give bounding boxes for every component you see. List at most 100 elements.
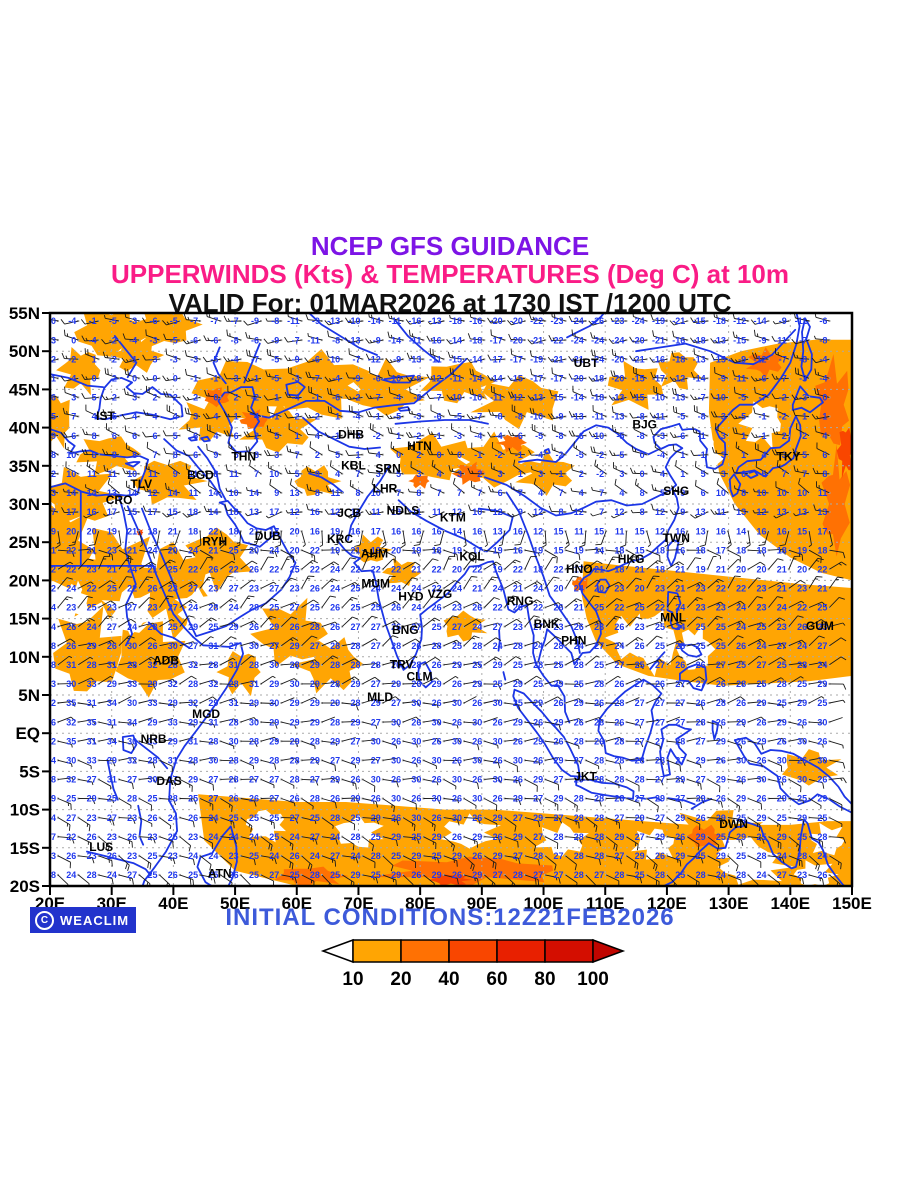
svg-text:-3: -3 <box>231 374 239 384</box>
svg-text:21: 21 <box>168 526 178 536</box>
svg-text:30: 30 <box>472 756 482 766</box>
svg-text:1: 1 <box>802 412 807 422</box>
svg-text:-15: -15 <box>632 374 645 384</box>
station-label: HKG <box>618 552 645 566</box>
svg-text:27: 27 <box>107 813 117 823</box>
svg-text:16: 16 <box>716 526 726 536</box>
svg-text:31: 31 <box>229 660 239 670</box>
svg-text:21: 21 <box>777 584 787 594</box>
svg-text:26: 26 <box>411 756 421 766</box>
svg-text:28: 28 <box>168 660 178 670</box>
svg-text:28: 28 <box>716 698 726 708</box>
svg-text:23: 23 <box>513 622 523 632</box>
svg-text:28: 28 <box>574 851 584 861</box>
svg-text:21: 21 <box>127 526 137 536</box>
svg-text:5: 5 <box>51 412 56 422</box>
station-label: JCB <box>337 506 361 520</box>
station-label: LHR <box>373 482 398 496</box>
svg-text:26: 26 <box>716 756 726 766</box>
lat-tick-label: 5N <box>18 686 40 705</box>
svg-text:-13: -13 <box>347 335 360 345</box>
svg-text:8: 8 <box>92 431 97 441</box>
svg-text:24: 24 <box>249 832 259 842</box>
svg-text:17: 17 <box>716 545 726 555</box>
svg-text:10: 10 <box>66 469 76 479</box>
svg-text:5: 5 <box>295 469 300 479</box>
svg-text:-14: -14 <box>753 316 766 326</box>
svg-text:26: 26 <box>553 736 563 746</box>
svg-text:28: 28 <box>188 679 198 689</box>
svg-text:18: 18 <box>777 545 787 555</box>
station-label: MUM <box>361 576 390 590</box>
svg-text:26: 26 <box>432 698 442 708</box>
svg-text:25: 25 <box>716 622 726 632</box>
svg-text:29: 29 <box>350 717 360 727</box>
station-label: DWN <box>719 817 748 831</box>
svg-text:29: 29 <box>696 832 706 842</box>
svg-text:27: 27 <box>675 698 685 708</box>
svg-text:29: 29 <box>330 736 340 746</box>
svg-text:25: 25 <box>269 603 279 613</box>
svg-text:11: 11 <box>574 526 584 536</box>
svg-text:-17: -17 <box>510 354 523 364</box>
svg-text:27: 27 <box>533 870 543 880</box>
svg-text:27: 27 <box>756 660 766 670</box>
svg-text:-11: -11 <box>409 335 422 345</box>
svg-text:24: 24 <box>411 603 421 613</box>
svg-text:26: 26 <box>391 603 401 613</box>
svg-text:24: 24 <box>756 641 766 651</box>
svg-text:4: 4 <box>660 469 665 479</box>
svg-text:28: 28 <box>594 832 604 842</box>
svg-text:22: 22 <box>188 565 198 575</box>
svg-text:22: 22 <box>371 565 381 575</box>
svg-text:8: 8 <box>640 507 645 517</box>
svg-text:32: 32 <box>147 660 157 670</box>
svg-text:26: 26 <box>229 794 239 804</box>
svg-text:28: 28 <box>168 794 178 804</box>
svg-text:22: 22 <box>66 545 76 555</box>
svg-text:11: 11 <box>716 507 726 517</box>
svg-text:-5: -5 <box>738 393 746 403</box>
svg-text:25: 25 <box>574 679 584 689</box>
svg-text:-2: -2 <box>109 335 117 345</box>
svg-text:27: 27 <box>716 660 726 670</box>
svg-text:26: 26 <box>391 622 401 632</box>
svg-text:-11: -11 <box>592 412 605 422</box>
svg-text:25: 25 <box>696 641 706 651</box>
svg-text:4: 4 <box>335 469 340 479</box>
svg-text:27: 27 <box>269 794 279 804</box>
svg-text:29: 29 <box>107 756 117 766</box>
svg-text:-7: -7 <box>251 354 259 364</box>
lat-tick-label: 15S <box>10 839 40 858</box>
svg-text:8: 8 <box>315 488 320 498</box>
svg-text:-10: -10 <box>713 393 726 403</box>
svg-text:29: 29 <box>229 622 239 632</box>
svg-text:7: 7 <box>71 412 76 422</box>
svg-text:31: 31 <box>87 698 97 708</box>
svg-text:31: 31 <box>208 641 218 651</box>
svg-text:27: 27 <box>391 698 401 708</box>
svg-text:29: 29 <box>472 870 482 880</box>
svg-text:29: 29 <box>696 756 706 766</box>
svg-text:-11: -11 <box>307 335 320 345</box>
lon-tick-label: 120E <box>647 894 687 913</box>
svg-text:16: 16 <box>411 526 421 536</box>
svg-text:10: 10 <box>777 488 787 498</box>
svg-text:-24: -24 <box>611 335 624 345</box>
svg-text:2: 2 <box>254 431 259 441</box>
svg-text:29: 29 <box>513 794 523 804</box>
svg-text:-10: -10 <box>449 393 462 403</box>
svg-text:26: 26 <box>655 851 665 861</box>
lat-tick-label: 35N <box>9 457 40 476</box>
svg-text:24: 24 <box>330 565 340 575</box>
station-label: VZG <box>428 587 453 601</box>
svg-text:26: 26 <box>675 641 685 651</box>
svg-text:23: 23 <box>249 584 259 594</box>
svg-text:18: 18 <box>736 545 746 555</box>
svg-text:26: 26 <box>107 851 117 861</box>
svg-text:1: 1 <box>234 412 239 422</box>
svg-text:16: 16 <box>777 526 787 536</box>
svg-text:23: 23 <box>107 603 117 613</box>
svg-text:13: 13 <box>46 488 56 498</box>
svg-text:27: 27 <box>635 698 645 708</box>
